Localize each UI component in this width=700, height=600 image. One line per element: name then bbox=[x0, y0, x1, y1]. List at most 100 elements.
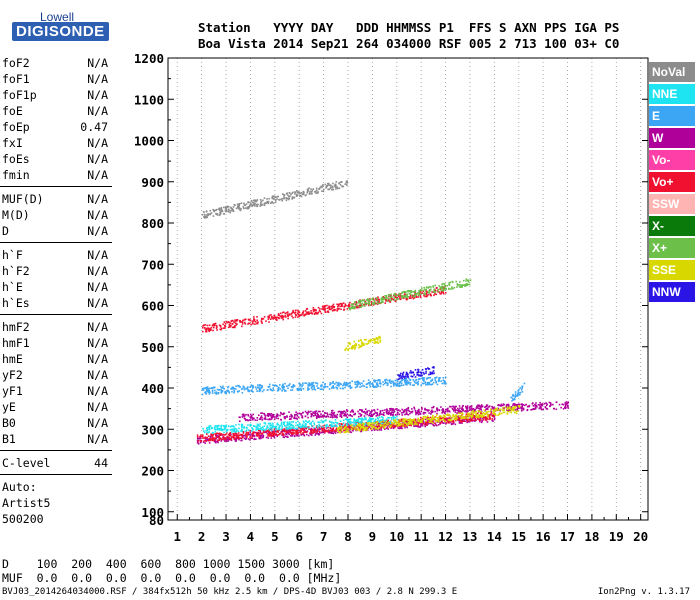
echo-point bbox=[312, 429, 315, 432]
echo-point bbox=[428, 421, 431, 423]
echo-point bbox=[336, 413, 339, 416]
echo-point bbox=[320, 426, 323, 429]
echo-point bbox=[253, 431, 255, 433]
echo-point bbox=[209, 436, 212, 439]
echo-point bbox=[342, 422, 345, 424]
echo-point bbox=[331, 432, 333, 435]
echo-point bbox=[360, 339, 362, 341]
echo-point bbox=[531, 408, 534, 411]
echo-point bbox=[454, 407, 456, 410]
echo-point bbox=[391, 422, 394, 425]
divider bbox=[0, 314, 112, 315]
echo-point bbox=[364, 412, 367, 415]
echo-point bbox=[321, 190, 323, 192]
echo-point bbox=[432, 370, 435, 372]
echo-point bbox=[274, 425, 276, 428]
echo-point bbox=[256, 316, 258, 318]
echo-point bbox=[564, 406, 567, 408]
echo-point bbox=[263, 316, 266, 318]
echo-point bbox=[439, 292, 441, 295]
echo-point bbox=[288, 191, 291, 194]
echo-point bbox=[337, 384, 339, 386]
echo-point bbox=[250, 203, 252, 205]
echo-point bbox=[287, 198, 290, 201]
echo-point bbox=[398, 374, 401, 376]
echo-point bbox=[441, 289, 444, 292]
echo-point bbox=[372, 423, 375, 425]
echo-point bbox=[395, 423, 397, 426]
echo-point bbox=[253, 438, 255, 441]
echo-point bbox=[566, 403, 568, 405]
echo-point bbox=[420, 406, 423, 409]
echo-point bbox=[469, 405, 471, 408]
echo-point bbox=[258, 390, 260, 392]
echo-point bbox=[372, 297, 374, 299]
echo-point bbox=[449, 415, 452, 417]
echo-point bbox=[385, 381, 387, 384]
echo-point bbox=[381, 422, 384, 425]
echo-point bbox=[220, 391, 223, 394]
echo-point bbox=[207, 426, 209, 429]
x-tick-label: 7 bbox=[320, 529, 328, 544]
echo-point bbox=[411, 419, 413, 421]
echo-point bbox=[272, 432, 274, 434]
echo-point bbox=[285, 428, 288, 431]
echo-point bbox=[306, 426, 308, 428]
echo-point bbox=[371, 424, 374, 427]
echo-point bbox=[331, 414, 333, 416]
echo-point bbox=[233, 391, 235, 394]
echo-point bbox=[500, 403, 503, 406]
echo-point bbox=[414, 291, 416, 294]
echo-point bbox=[332, 303, 335, 306]
echo-point bbox=[314, 414, 317, 417]
echo-point bbox=[232, 425, 234, 427]
echo-point bbox=[408, 290, 410, 292]
echo-point bbox=[393, 293, 395, 296]
echo-point bbox=[218, 439, 221, 441]
echo-point bbox=[340, 308, 342, 311]
echo-point bbox=[495, 409, 498, 412]
echo-point bbox=[292, 424, 294, 427]
echo-point bbox=[404, 408, 406, 411]
echo-point bbox=[409, 295, 412, 297]
echo-point bbox=[203, 326, 206, 329]
echo-point bbox=[418, 374, 420, 377]
echo-point bbox=[316, 415, 318, 418]
echo-point bbox=[267, 318, 270, 320]
echo-point bbox=[423, 294, 425, 297]
echo-point bbox=[233, 434, 236, 436]
echo-point bbox=[371, 298, 373, 300]
echo-point bbox=[476, 406, 478, 408]
param-group-true-heights: hmF2 N/A hmF1 N/A hmE N/A yF2 N/A yF1 N/A yE N… bbox=[0, 319, 112, 447]
echo-point bbox=[212, 432, 214, 434]
echo-point bbox=[344, 305, 346, 307]
echo-point bbox=[519, 406, 522, 409]
echo-point bbox=[460, 285, 463, 288]
echo-point bbox=[270, 316, 273, 318]
echo-point bbox=[385, 294, 388, 297]
echo-point bbox=[451, 421, 453, 423]
echo-point bbox=[215, 213, 218, 216]
echo-point bbox=[432, 286, 435, 288]
echo-point bbox=[478, 416, 480, 419]
echo-point bbox=[425, 409, 428, 411]
echo-point bbox=[425, 291, 428, 293]
echo-point bbox=[379, 410, 382, 413]
echo-point bbox=[350, 422, 352, 424]
echo-point bbox=[359, 299, 362, 302]
echo-point bbox=[329, 416, 332, 418]
echo-point bbox=[337, 303, 340, 306]
echo-point bbox=[472, 419, 474, 421]
echo-point bbox=[481, 414, 484, 417]
echo-point bbox=[417, 380, 420, 383]
echo-point bbox=[286, 416, 288, 418]
echo-point bbox=[394, 300, 397, 303]
echo-point bbox=[310, 383, 312, 386]
echo-point bbox=[436, 290, 439, 292]
echo-point bbox=[308, 384, 311, 387]
echo-point bbox=[506, 406, 509, 409]
echo-point bbox=[347, 385, 350, 388]
echo-point bbox=[212, 433, 215, 436]
echo-point bbox=[396, 413, 399, 416]
echo-point bbox=[229, 428, 232, 431]
